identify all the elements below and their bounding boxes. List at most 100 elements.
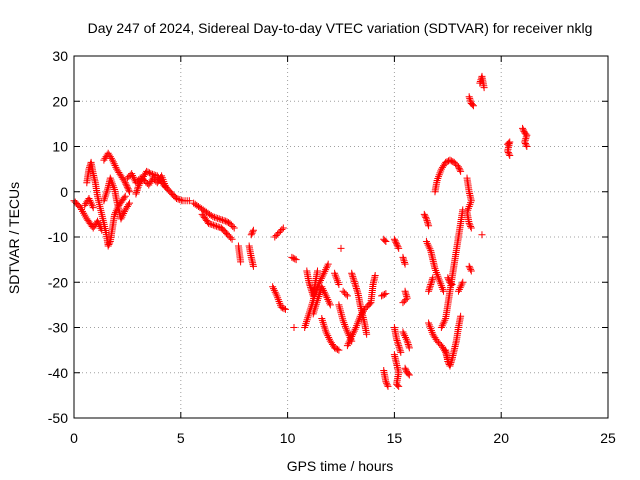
data-point (343, 328, 351, 336)
data-point (94, 219, 102, 227)
data-point (132, 190, 140, 198)
data-point (457, 282, 465, 290)
data-point (424, 241, 432, 249)
data-point (101, 193, 109, 201)
data-point (112, 163, 120, 171)
data-point (323, 262, 331, 270)
data-point (343, 342, 351, 350)
data-point (349, 273, 357, 281)
data-point (379, 291, 387, 299)
data-point (324, 295, 332, 303)
data-point (395, 343, 403, 351)
data-point (270, 285, 278, 293)
data-point (348, 333, 356, 341)
data-point (384, 382, 392, 390)
data-point (144, 168, 152, 176)
data-point (371, 271, 379, 279)
data-point (137, 176, 145, 184)
data-point (320, 322, 328, 330)
data-point (382, 290, 390, 298)
data-point (224, 231, 232, 239)
y-tick-label: 20 (52, 93, 68, 109)
data-point (105, 241, 113, 249)
data-point (425, 243, 433, 251)
data-point (404, 339, 412, 347)
data-point (465, 262, 473, 270)
data-point (394, 381, 402, 389)
data-point (380, 290, 388, 298)
data-point (121, 179, 129, 187)
data-point (176, 196, 184, 204)
data-point (344, 340, 352, 348)
data-point (404, 340, 412, 348)
data-point (391, 237, 399, 245)
data-point (129, 171, 137, 179)
data-point (210, 213, 218, 221)
data-point (102, 189, 110, 197)
data-point (467, 224, 475, 232)
data-point (320, 320, 328, 328)
data-point (249, 228, 257, 236)
data-point (401, 260, 409, 268)
data-point (135, 181, 143, 189)
data-point (147, 170, 155, 178)
data-point (102, 191, 110, 199)
data-point (325, 297, 333, 305)
data-point (106, 239, 114, 247)
data-point (522, 141, 530, 149)
data-point (314, 267, 322, 275)
y-tick-label: 10 (52, 139, 68, 155)
data-point (212, 214, 220, 222)
data-point (247, 231, 255, 239)
data-point (442, 158, 450, 166)
data-point (217, 215, 225, 223)
data-point (279, 224, 287, 232)
data-point (136, 180, 144, 188)
data-point (402, 289, 410, 297)
data-point (134, 185, 142, 193)
data-point (403, 292, 411, 300)
data-point (455, 285, 463, 293)
data-point (85, 165, 93, 173)
data-point (352, 283, 360, 291)
data-point (249, 226, 257, 234)
data-point (322, 264, 330, 272)
data-point (349, 329, 357, 337)
data-point (108, 156, 116, 164)
data-point (125, 186, 133, 194)
data-point (333, 345, 341, 353)
data-point (230, 224, 238, 232)
data-point (381, 236, 389, 244)
data-point (225, 232, 233, 240)
data-point (120, 208, 128, 216)
data-point (134, 183, 142, 191)
data-point (437, 324, 445, 331)
data-point (301, 324, 309, 331)
data-point (86, 196, 94, 204)
data-point (126, 199, 134, 207)
data-point (319, 286, 327, 294)
data-point (281, 305, 289, 313)
data-point (121, 192, 129, 200)
data-point (122, 180, 130, 188)
y-tick-label: 0 (60, 184, 68, 200)
data-point (402, 296, 410, 304)
data-point (428, 277, 436, 285)
data-point (277, 303, 285, 311)
data-point (466, 221, 474, 229)
data-point (302, 320, 310, 328)
data-point (402, 335, 410, 343)
data-point (313, 284, 321, 292)
data-point (440, 287, 448, 295)
data-point (209, 221, 217, 229)
data-point (303, 316, 311, 324)
data-point (325, 335, 333, 343)
data-point (320, 288, 328, 296)
data-point (351, 325, 359, 333)
data-point (314, 296, 322, 304)
data-point (325, 333, 333, 341)
data-point (292, 256, 300, 264)
data-point (324, 260, 332, 268)
data-point (119, 211, 127, 219)
